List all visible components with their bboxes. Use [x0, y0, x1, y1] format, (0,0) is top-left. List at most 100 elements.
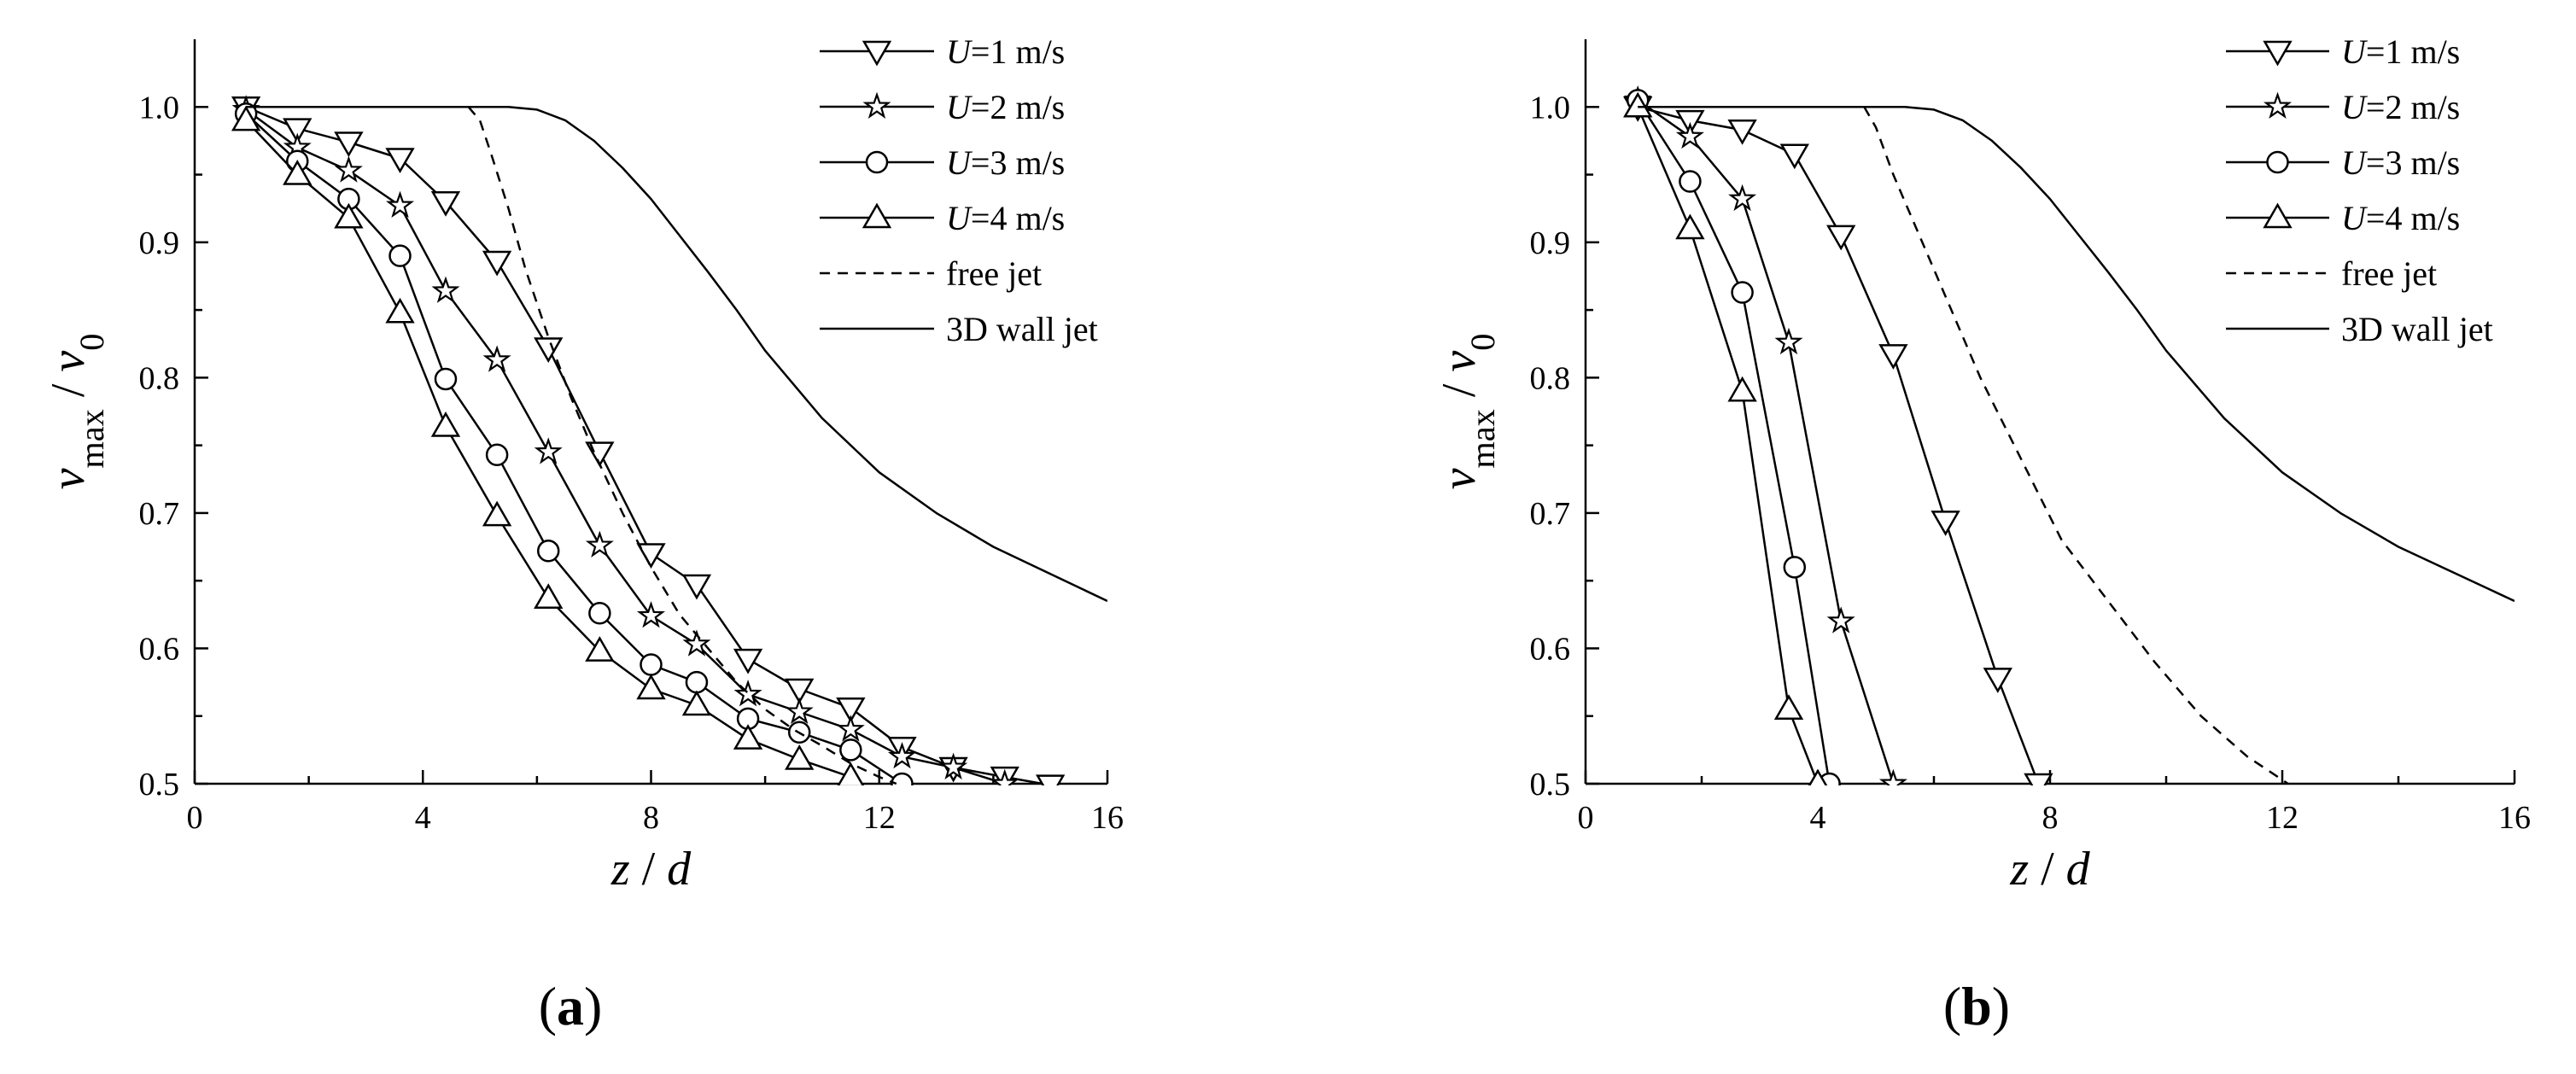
series-line-6 [1638, 106, 2515, 603]
legend-marker-star [2265, 93, 2290, 118]
plot-area [231, 96, 1107, 785]
legend-marker-triangle-down [862, 40, 891, 66]
legend-label: 3D wall jet [946, 310, 1098, 348]
data-point-star [388, 192, 412, 217]
data-point-triangle-up [1728, 376, 1756, 402]
data-point-circle [434, 367, 458, 391]
data-point-triangle-down [1728, 119, 1756, 144]
legend-label: U=3 m/s [946, 143, 1065, 182]
data-point-star [587, 532, 612, 557]
y-tick-label: 0.6 [139, 631, 180, 667]
legend-label: U=4 m/s [946, 199, 1065, 237]
legend-label: U=1 m/s [2341, 32, 2460, 71]
data-point-triangle-up [733, 725, 762, 750]
x-tick-label: 12 [863, 800, 896, 836]
y-tick-label: 0.6 [1530, 631, 1571, 667]
data-point-triangle-up [431, 412, 460, 437]
data-point-circle [388, 244, 412, 267]
legend-marker-triangle-down [2263, 40, 2292, 66]
data-point-circle [685, 670, 709, 694]
legend-marker-triangle-up [2263, 203, 2292, 229]
series-line-1 [1637, 106, 2040, 785]
data-point-triangle-up [386, 299, 414, 324]
data-point-triangle-down [1983, 668, 2012, 692]
x-axis-label: z / d [2009, 843, 2090, 896]
legend-label: free jet [946, 254, 1042, 293]
data-point-star [786, 698, 812, 723]
data-point-circle [588, 601, 611, 625]
data-point-triangle-up [637, 674, 665, 700]
data-point-triangle-down [1780, 143, 1809, 169]
series-line-4 [1637, 106, 1820, 785]
series-line-2 [1637, 99, 1895, 785]
legend-marker-star [864, 93, 890, 118]
series-line-5 [467, 106, 897, 785]
y-tick-label: 0.8 [139, 360, 180, 396]
data-point-circle [1731, 281, 1754, 304]
data-point-circle [839, 738, 862, 762]
data-point-circle [640, 653, 663, 676]
legend-marker-circle [865, 150, 889, 174]
series-line-5 [1863, 106, 2289, 785]
data-point-triangle-up [482, 501, 511, 527]
y-tick-label: 0.9 [1530, 225, 1571, 261]
y-tick-label: 0.7 [139, 496, 180, 532]
data-point-star [838, 716, 863, 740]
data-point-star [433, 277, 459, 302]
chart-panel-b: 0 4 8 12 16 0.5 0.6 0.7 0.8 0.9 1.0 z / d vmax / v0 U… [1433, 32, 2531, 1036]
data-point-triangle-down [1826, 225, 1855, 250]
data-point-triangle-up [1774, 695, 1803, 721]
data-point-triangle-down [1879, 344, 1907, 369]
series-line-6 [246, 106, 1107, 603]
y-axis-label: vmax / v0 [1433, 334, 1502, 490]
x-tick-label: 8 [2042, 800, 2059, 836]
legend-marker-circle [2266, 150, 2289, 174]
x-tick-label: 16 [2498, 800, 2531, 836]
plot-area [1623, 87, 2515, 785]
legend: U=1 m/s U=2 m/s U=3 m/s U=4 m/s free jet 3D w… [820, 32, 1098, 348]
data-point-star [535, 439, 561, 463]
legend-label: U=2 m/s [946, 88, 1065, 126]
data-point-triangle-down [534, 337, 563, 362]
data-point-triangle-down [482, 250, 511, 276]
panel-label: (a) [539, 976, 603, 1036]
x-tick-label: 12 [2266, 800, 2299, 836]
data-point-triangle-up [534, 584, 563, 610]
panel-label: (b) [1943, 976, 2010, 1036]
y-tick-label: 0.5 [1530, 767, 1571, 803]
x-tick-label: 0 [1578, 800, 1594, 836]
data-point-star [1828, 608, 1854, 633]
data-point-circle [536, 540, 560, 563]
data-point-triangle-down [335, 131, 363, 156]
y-tick-label: 1.0 [139, 90, 180, 125]
legend-label: free jet [2341, 254, 2437, 293]
x-tick-label: 16 [1091, 800, 1124, 836]
y-tick-label: 0.8 [1530, 360, 1571, 396]
y-axis-label: vmax / v0 [42, 334, 111, 490]
data-point-triangle-down [733, 648, 762, 674]
series-line-2 [245, 108, 1006, 785]
x-tick-label: 4 [415, 800, 431, 836]
legend-label: U=1 m/s [946, 32, 1065, 71]
data-point-triangle-up [785, 745, 814, 770]
x-tick-label: 8 [643, 800, 659, 836]
data-point-circle [485, 443, 509, 466]
y-tick-label: 0.9 [139, 225, 180, 261]
legend-label: U=4 m/s [2341, 199, 2460, 237]
legend: U=1 m/s U=2 m/s U=3 m/s U=4 m/s free jet 3D w… [2226, 32, 2493, 348]
data-point-circle [1679, 170, 1702, 193]
y-tick-label: 1.0 [1530, 90, 1571, 125]
data-point-star [639, 603, 663, 627]
chart-panel-a: 0 4 8 12 16 0.5 0.6 0.7 0.8 0.9 1.0 z / d vmax / v0 U… [42, 32, 1124, 1036]
data-point-star [1677, 124, 1703, 148]
y-tick-label: 0.7 [1530, 496, 1571, 532]
data-point-star [1776, 330, 1802, 353]
x-axis-label: z / d [610, 843, 692, 896]
x-tick-label: 4 [1810, 800, 1826, 836]
data-point-triangle-up [682, 691, 711, 716]
data-point-triangle-down [682, 574, 711, 599]
legend-label: 3D wall jet [2341, 310, 2493, 348]
data-point-triangle-down [1931, 511, 1960, 535]
data-point-triangle-up [1676, 214, 1704, 240]
